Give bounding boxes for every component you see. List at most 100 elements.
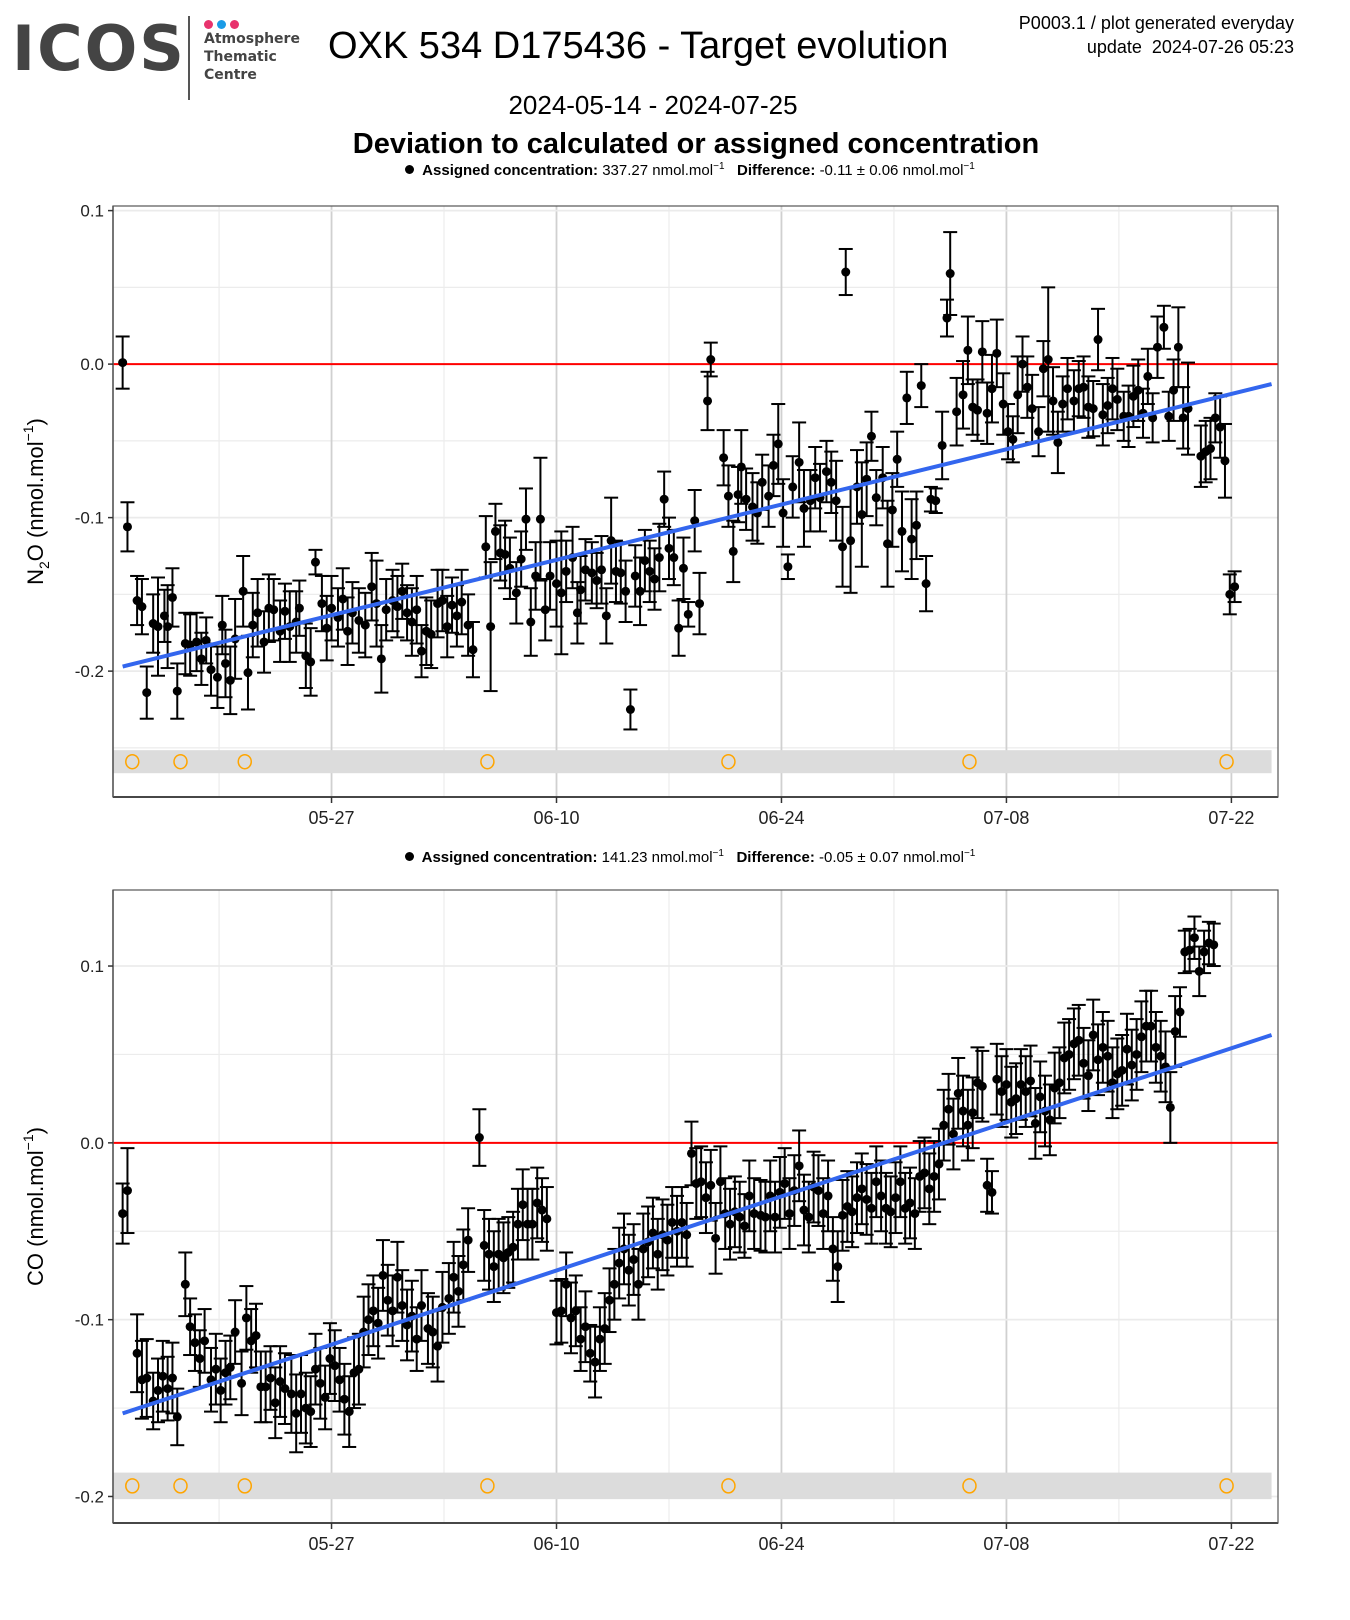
point-marker [1034,427,1044,437]
point-marker [402,608,412,618]
point-marker [723,491,733,501]
point-marker [744,1191,754,1201]
point-marker [911,520,921,530]
point-marker [871,1177,881,1187]
y-tick-label: 0.1 [80,957,104,976]
point-marker [719,453,729,463]
data-point [351,587,366,654]
point-marker [669,553,679,563]
flag-marker [962,753,977,770]
point-marker [552,579,562,589]
point-marker [846,536,856,546]
legend-point-icon [404,851,414,861]
point-marker [847,1207,857,1217]
point-marker [624,1265,634,1275]
data-point [465,621,480,679]
point-marker [973,405,983,415]
point-marker [238,586,248,596]
data-point [1110,367,1125,432]
data-point [409,574,424,645]
point-marker [1143,371,1153,381]
point-marker [650,574,660,584]
point-marker [556,1306,566,1316]
point-marker [378,1270,388,1280]
point-marker [1030,1118,1040,1128]
data-point [647,547,662,611]
point-marker [785,1209,795,1219]
data-point [364,551,379,622]
icos-logo: ICOS [12,12,186,85]
point-marker [740,1221,750,1231]
point-marker [513,1219,523,1229]
point-marker [987,1187,997,1197]
x-tick-label: 06-24 [758,1534,804,1554]
point-marker [180,1279,190,1289]
assigned-value: 141.23 nmol.mol [601,849,713,866]
plot-meta-id: P0003.1 / plot generated everyday [1018,13,1294,33]
unit-sup: −1 [963,161,975,172]
point-marker [532,1198,542,1208]
point-marker [561,1279,571,1289]
data-point [1182,927,1197,973]
point-marker [1011,1094,1021,1104]
point-marker [905,1198,915,1208]
data-point [139,665,154,720]
point-marker [810,473,820,483]
data-point [277,1352,292,1425]
point-marker [433,1341,443,1351]
data-point [792,421,807,504]
point-marker [230,1327,240,1337]
y-tick-label: -0.1 [75,509,104,528]
logo-subtitle-line: Thematic [204,49,277,65]
data-point [829,459,844,542]
point-marker [452,611,462,621]
point-marker [1133,385,1143,395]
point-marker [1027,404,1037,414]
point-marker [1069,396,1079,406]
data-point [1115,1033,1130,1107]
point-marker [275,1377,285,1387]
data-point [970,378,985,442]
data-point [885,472,900,548]
data-point [578,538,593,602]
point-marker [934,1159,944,1169]
data-point [249,1302,264,1369]
point-marker [1146,1021,1156,1031]
point-marker [212,672,222,682]
data-point [838,247,853,297]
logo-divider [188,16,190,100]
point-marker [1103,401,1113,411]
point-marker [335,1375,345,1385]
data-point [514,530,529,588]
point-marker [1175,1007,1185,1017]
data-point [1156,304,1171,350]
point-marker [833,1262,843,1272]
point-marker [373,1318,383,1328]
flag-marker [721,753,736,770]
point-marker [625,705,635,715]
point-marker [243,668,253,678]
flag-marker [721,1478,736,1494]
point-marker [653,1249,663,1259]
point-marker [320,1392,330,1402]
point-marker [132,1348,142,1358]
point-marker [344,1407,354,1417]
point-marker [953,1088,963,1098]
y-tick-label: 0.1 [80,202,104,221]
data-point [1131,358,1146,422]
point-marker [1079,1058,1089,1068]
point-marker [526,617,536,627]
data-point [1203,416,1218,481]
point-marker [511,588,521,598]
data-point [1066,369,1081,433]
point-marker [1001,1079,1011,1089]
point-marker [363,1315,373,1325]
point-marker [1048,396,1058,406]
point-marker [1132,1049,1142,1059]
data-point [414,624,429,679]
flag-marker [237,1478,253,1494]
data-point [1172,986,1187,1038]
data-point [684,1120,699,1187]
point-marker [587,568,597,578]
point-marker [852,1193,862,1203]
